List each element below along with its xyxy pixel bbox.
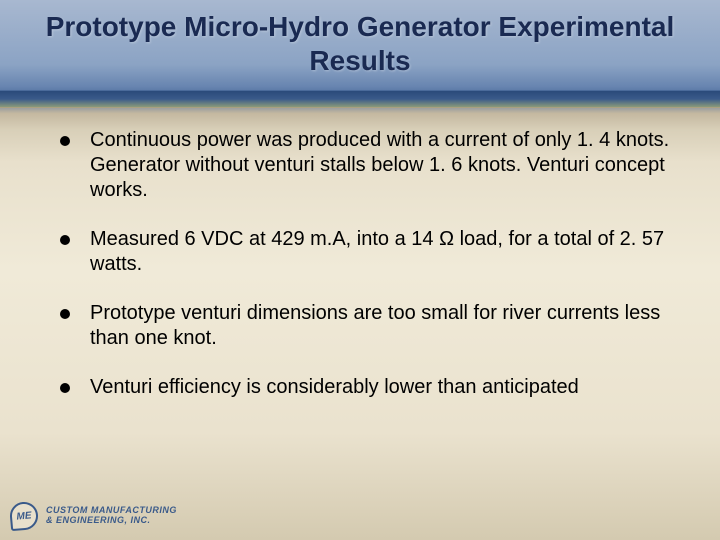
slide-title: Prototype Micro-Hydro Generator Experime… (40, 10, 680, 77)
bullet-item: Venturi efficiency is considerably lower… (60, 375, 670, 400)
bullet-item: Prototype venturi dimensions are too sma… (60, 301, 670, 351)
bullet-dot-icon (60, 136, 70, 146)
divider-band (0, 90, 720, 108)
bullet-text: Measured 6 VDC at 429 m.A, into a 14 Ω l… (90, 228, 664, 275)
company-name: CUSTOM MANUFACTURING & ENGINEERING, INC. (46, 506, 177, 526)
company-logo-icon: ME (9, 501, 39, 531)
bullet-list: Continuous power was produced with a cur… (60, 128, 670, 400)
content-area: Continuous power was produced with a cur… (60, 128, 670, 424)
footer: ME CUSTOM MANUFACTURING & ENGINEERING, I… (10, 502, 177, 530)
bullet-dot-icon (60, 309, 70, 319)
bullet-text: Continuous power was produced with a cur… (90, 129, 669, 201)
bullet-text: Prototype venturi dimensions are too sma… (90, 302, 660, 349)
bullet-dot-icon (60, 235, 70, 245)
bullet-dot-icon (60, 383, 70, 393)
title-area: Prototype Micro-Hydro Generator Experime… (0, 0, 720, 90)
bullet-item: Measured 6 VDC at 429 m.A, into a 14 Ω l… (60, 227, 670, 277)
logo-text: ME (16, 510, 32, 522)
company-line-2: & ENGINEERING, INC. (46, 516, 177, 526)
bullet-item: Continuous power was produced with a cur… (60, 128, 670, 203)
bullet-text: Venturi efficiency is considerably lower… (90, 376, 579, 398)
